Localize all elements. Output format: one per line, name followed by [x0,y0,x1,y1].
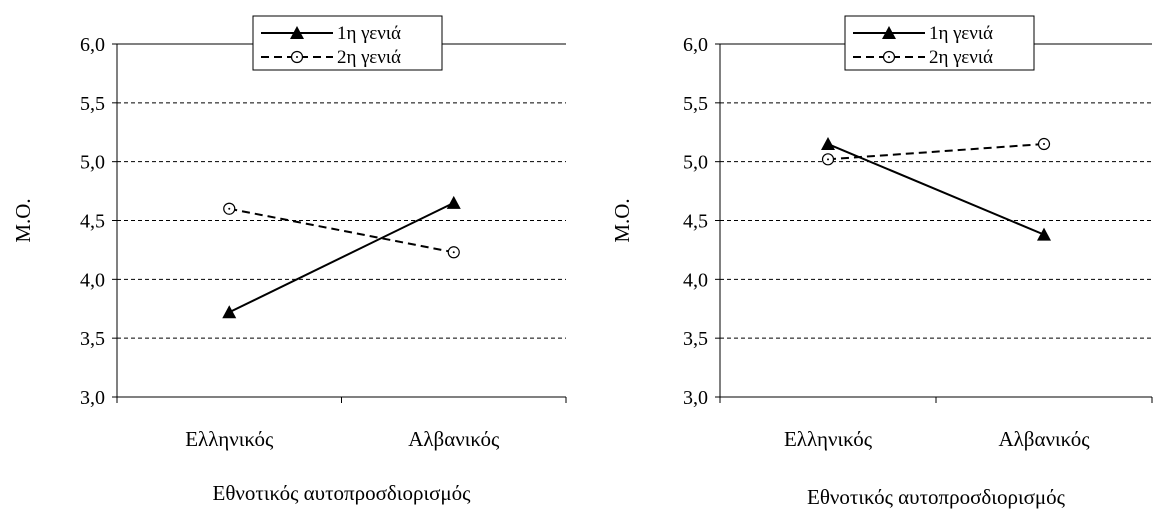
x-category-label: Αλβανικός [998,427,1090,451]
triangle-marker [1037,227,1051,241]
y-axis-title: Μ.Ο. [11,198,35,242]
triangle-marker [882,26,896,39]
x-category-label: Ελληνικός [784,427,873,451]
series-line [827,143,1045,161]
series-line [827,143,1045,236]
y-tick-label: 6,0 [683,34,708,56]
y-tick-label: 5,5 [80,93,105,115]
triangle-marker [446,195,461,209]
y-tick-label: 5,5 [683,93,708,115]
chart-panel-2: 3,0 3,5 4,0 4,5 5,0 5,5 6,0 Ελληνικός Αλβανικός Ε… [610,15,1153,509]
series-line [228,201,455,314]
series-1 [222,195,461,319]
x-category-label: Ελληνικός [185,427,274,451]
y-tick-label: 4,0 [683,269,708,291]
series-line [229,207,454,254]
circle-marker-dot [296,56,298,58]
y-tick-label: 5,0 [80,152,105,174]
chart-panel-1: 3,0 3,5 4,0 4,5 5,0 5,5 6,0 Ελληνικός Αλβανικός Ε… [11,15,567,505]
x-category-label: Αλβανικός [408,427,500,451]
y-tick-label: 3,0 [683,387,708,409]
y-tick-label: 3,0 [80,387,105,409]
y-tick-label: 4,0 [80,269,105,291]
x-axis-title: Εθνοτικός αυτοπροσδιορισμός [807,485,1066,509]
legend-label: 2η γενιά [929,47,993,68]
legend: 1η γενιά 2η γενιά [844,15,1035,71]
y-tick-label: 3,5 [683,328,708,350]
circle-marker-dot [827,158,829,161]
circle-marker-dot [228,207,231,210]
y-tick-label: 3,5 [80,328,105,350]
y-tick-label: 6,0 [80,34,105,56]
legend: 1η γενιά 2η γενιά [252,15,443,71]
series-2 [821,137,1051,166]
y-axis-title: Μ.Ο. [610,198,634,242]
triangle-marker [222,305,237,319]
series-2 [223,202,460,259]
y-tick-label: 5,0 [683,152,708,174]
y-tick-label: 4,5 [683,211,708,233]
x-axis-title: Εθνοτικός αυτοπροσδιορισμός [213,481,472,505]
legend-label: 1η γενιά [337,23,401,44]
series-1 [821,137,1051,241]
legend-box [252,15,443,71]
circle-marker-dot [452,251,455,254]
circle-marker-dot [888,56,890,58]
triangle-marker [290,26,304,39]
legend-label: 1η γενιά [929,23,993,44]
legend-box [844,15,1035,71]
triangle-marker [821,137,835,151]
y-tick-label: 4,5 [80,211,105,233]
legend-label: 2η γενιά [337,47,401,68]
circle-marker-dot [1043,143,1045,146]
